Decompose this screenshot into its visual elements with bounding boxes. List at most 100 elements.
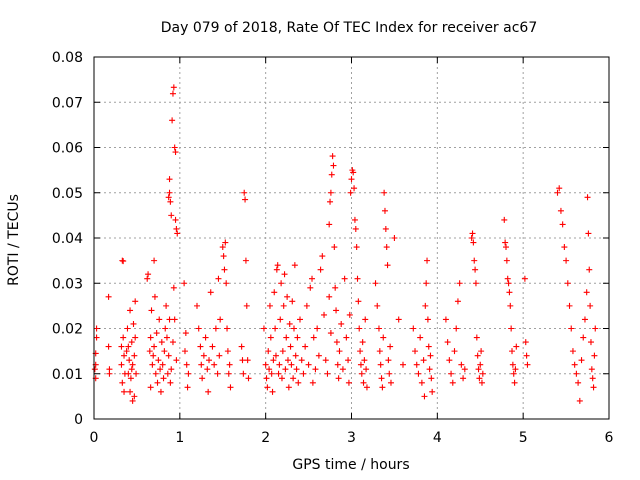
data-point: [554, 189, 561, 196]
data-point: [287, 343, 294, 350]
data-point: [197, 343, 204, 350]
data-point: [415, 370, 422, 377]
data-point: [458, 361, 465, 368]
data-point: [158, 339, 165, 346]
data-point: [151, 257, 158, 264]
data-point: [303, 302, 310, 309]
data-point: [238, 343, 245, 350]
data-point: [461, 366, 468, 373]
data-point: [512, 366, 519, 373]
data-point: [413, 361, 420, 368]
data-point: [561, 244, 568, 251]
data-point: [508, 325, 515, 332]
data-point: [446, 357, 453, 364]
data-point: [449, 379, 456, 386]
data-point: [265, 348, 272, 355]
data-point: [284, 293, 291, 300]
data-point: [587, 302, 594, 309]
data-point: [171, 316, 178, 323]
data-point: [167, 379, 174, 386]
data-point: [345, 379, 352, 386]
data-point: [277, 316, 284, 323]
data-point: [130, 320, 137, 327]
data-point: [410, 325, 417, 332]
y-tick-label: 0.02: [52, 322, 83, 338]
data-point: [120, 334, 127, 341]
data-point: [348, 176, 355, 183]
data-point: [270, 357, 277, 364]
data-point: [479, 370, 486, 377]
data-point: [357, 361, 364, 368]
data-point: [145, 271, 152, 278]
data-point: [586, 266, 593, 273]
data-point: [300, 370, 307, 377]
data-point: [195, 325, 202, 332]
data-point: [132, 298, 139, 305]
data-point: [332, 284, 339, 291]
data-point: [569, 348, 576, 355]
x-axis-title: GPS time / hours: [292, 457, 409, 473]
y-tick-label: 0.01: [52, 367, 83, 383]
data-point: [118, 343, 125, 350]
x-tick-label: 3: [347, 430, 356, 446]
data-point: [292, 352, 299, 359]
data-point: [278, 375, 285, 382]
data-point: [269, 388, 276, 395]
data-point: [290, 375, 297, 382]
data-point: [469, 230, 476, 237]
data-point: [387, 379, 394, 386]
data-point: [185, 370, 192, 377]
data-point: [128, 339, 135, 346]
data-point: [588, 366, 595, 373]
data-point: [507, 302, 514, 309]
data-point: [161, 348, 168, 355]
data-point: [171, 144, 178, 151]
data-point: [428, 375, 435, 382]
data-point: [471, 257, 478, 264]
data-point: [386, 370, 393, 377]
data-point: [307, 284, 314, 291]
data-point: [476, 375, 483, 382]
data-point: [326, 293, 333, 300]
data-point: [472, 280, 479, 287]
data-point: [242, 196, 249, 203]
data-point: [172, 216, 179, 223]
data-point: [556, 185, 563, 192]
data-point: [468, 235, 475, 241]
plot-frame: [93, 56, 610, 420]
data-point: [376, 348, 383, 355]
data-point: [168, 366, 175, 373]
data-point: [510, 370, 517, 377]
data-point: [424, 316, 431, 323]
data-point: [144, 275, 151, 282]
data-point: [181, 280, 188, 287]
data-point: [132, 334, 139, 341]
data-point: [429, 388, 436, 395]
data-point: [160, 375, 167, 382]
data-point: [350, 169, 357, 176]
data-point: [358, 370, 365, 377]
data-point: [170, 284, 177, 291]
data-point: [151, 343, 158, 350]
data-point: [244, 357, 251, 364]
data-point: [379, 384, 386, 391]
data-point: [209, 343, 216, 350]
data-point: [470, 239, 477, 246]
data-point: [260, 325, 267, 332]
data-point: [317, 266, 324, 273]
data-point: [153, 330, 160, 337]
data-point: [353, 244, 360, 251]
data-point: [156, 316, 163, 323]
data-point: [564, 280, 571, 287]
x-tick-label: 6: [605, 430, 614, 446]
data-point: [424, 257, 431, 264]
data-point: [148, 307, 155, 314]
data-point: [456, 280, 463, 287]
data-point: [312, 366, 319, 373]
data-point: [202, 334, 209, 341]
data-point: [245, 375, 252, 382]
data-point: [566, 302, 573, 309]
data-point: [571, 361, 578, 368]
data-point: [444, 339, 451, 346]
